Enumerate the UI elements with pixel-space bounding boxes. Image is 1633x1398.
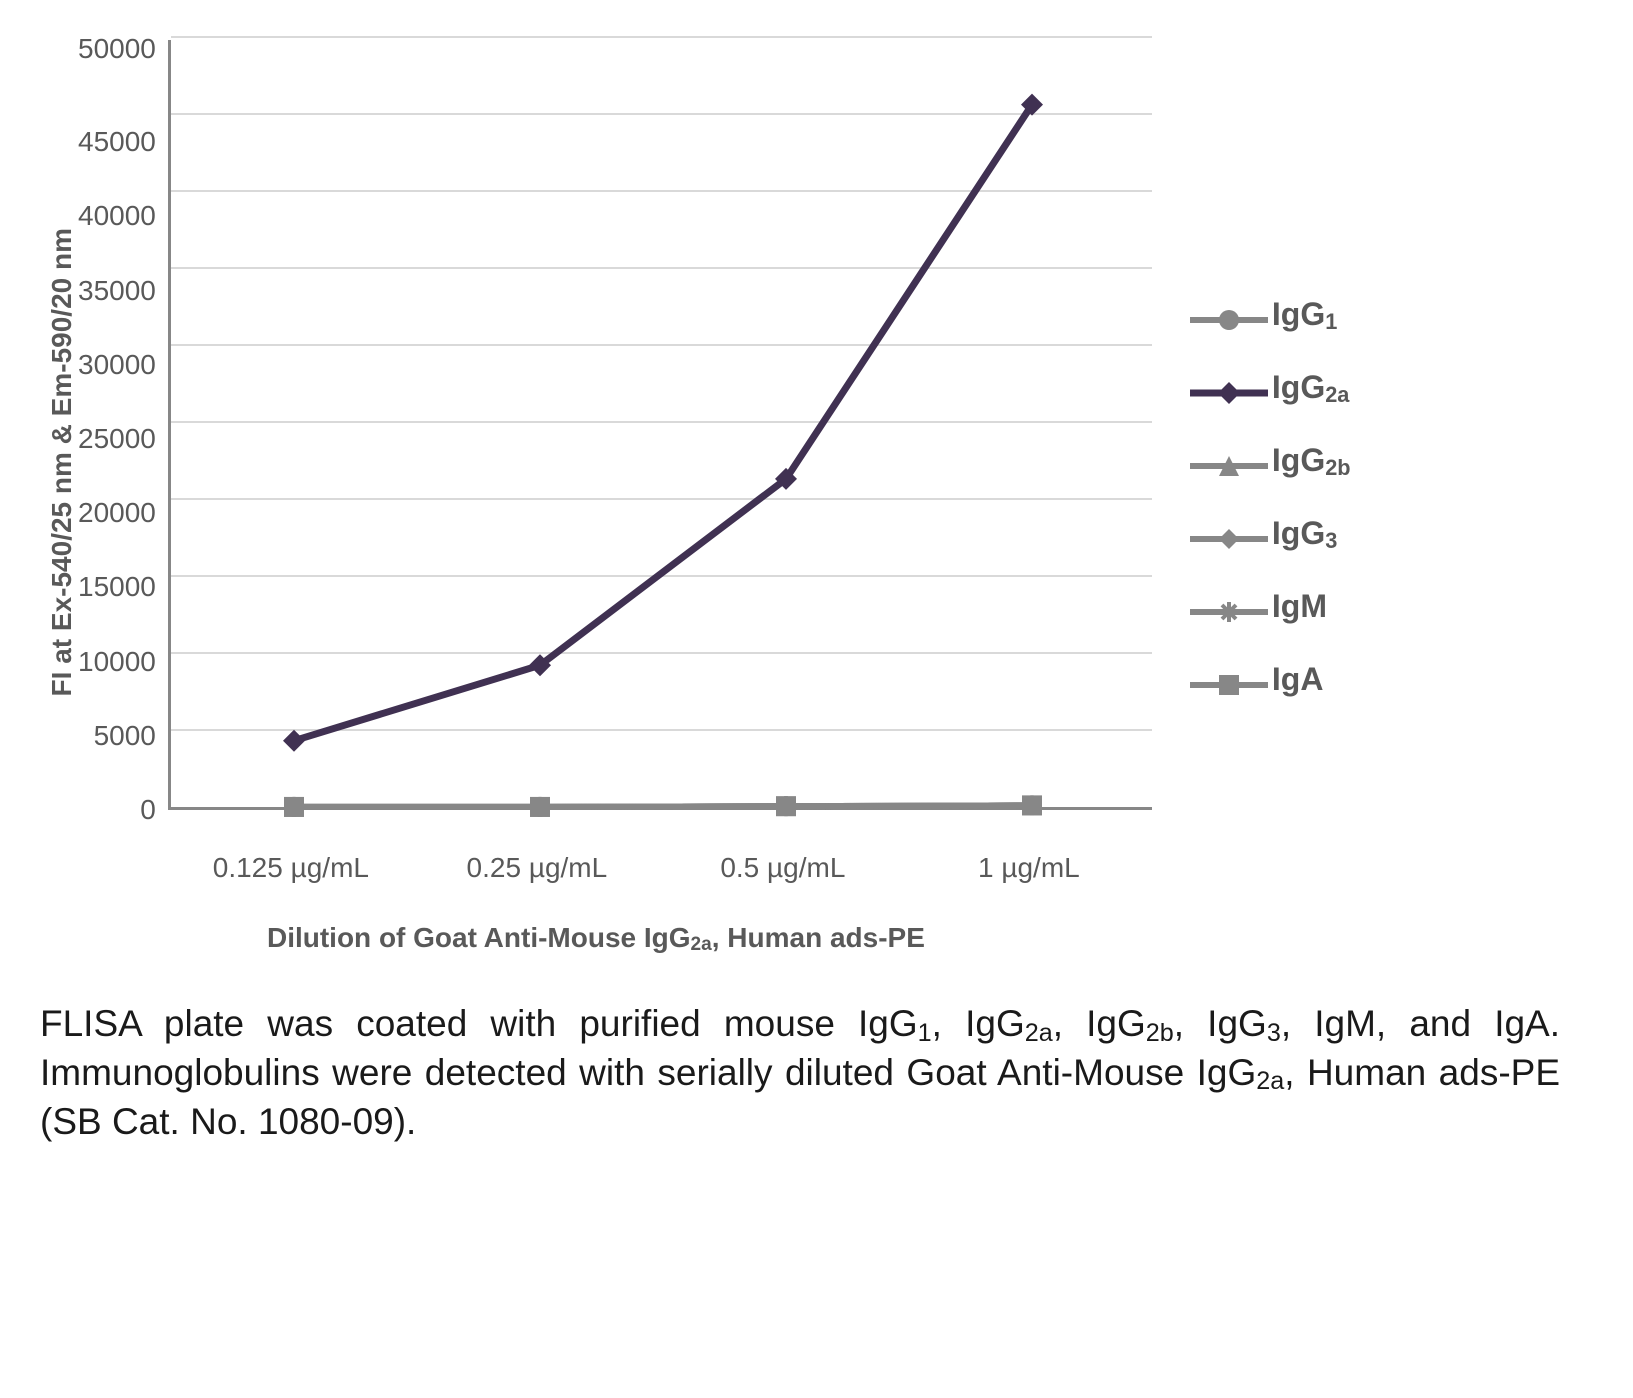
x-axis-ticks: 0.125 µg/mL0.25 µg/mL0.5 µg/mL1 µg/mL xyxy=(168,810,1152,884)
y-axis-ticks: 5000045000400003500030000250002000015000… xyxy=(78,40,168,810)
caption: FLISA plate was coated with purified mou… xyxy=(40,954,1560,1146)
legend-item-IgA: IgA xyxy=(1190,661,1351,698)
y-tick: 35000 xyxy=(78,277,156,305)
x-tick: 0.25 µg/mL xyxy=(414,852,660,884)
series-line-IgG2a xyxy=(294,105,1032,741)
legend-label: IgG2b xyxy=(1272,442,1351,479)
series-line-IgA xyxy=(294,805,1032,807)
legend-item-IgG2a: IgG2a xyxy=(1190,369,1351,406)
legend-label: IgM xyxy=(1272,588,1327,625)
y-tick: 40000 xyxy=(78,202,156,230)
y-tick: 50000 xyxy=(78,35,156,63)
legend: IgG1 IgG2a IgG2b IgG3 IgM IgA xyxy=(1182,296,1351,698)
x-tick: 0.5 µg/mL xyxy=(660,852,906,884)
gridline xyxy=(171,36,1152,38)
x-tick: 1 µg/mL xyxy=(906,852,1152,884)
legend-swatch xyxy=(1190,303,1268,327)
plot-row: 5000045000400003500030000250002000015000… xyxy=(78,40,1152,810)
y-axis-label: FI at Ex-540/25 nm & Em-590/20 nm xyxy=(40,228,78,696)
chart-main: FI at Ex-540/25 nm & Em-590/20 nm 5000 0 4… xyxy=(40,40,1152,884)
y-tick: 30000 xyxy=(78,351,156,379)
y-tick: 5000 xyxy=(94,722,156,750)
legend-label: IgG3 xyxy=(1272,515,1337,552)
figure: FI at Ex-540/25 nm & Em-590/20 nm 5000 0 4… xyxy=(40,40,1593,1146)
y-tick: 25000 xyxy=(78,425,156,453)
y-tick: 20000 xyxy=(78,499,156,527)
plot-area xyxy=(168,40,1152,810)
legend-label: IgG2a xyxy=(1272,369,1350,406)
x-tick: 0.125 µg/mL xyxy=(168,852,414,884)
y-tick: 0 xyxy=(140,796,156,824)
legend-swatch xyxy=(1190,668,1268,692)
legend-item-IgG2b: IgG2b xyxy=(1190,442,1351,479)
chart-row: FI at Ex-540/25 nm & Em-590/20 nm 5000 0 4… xyxy=(40,40,1593,954)
y-tick: 45000 xyxy=(78,128,156,156)
chart-block: FI at Ex-540/25 nm & Em-590/20 nm 5000 0 4… xyxy=(40,40,1152,954)
legend-item-IgG1: IgG1 xyxy=(1190,296,1351,333)
plot-and-x: 5000045000400003500030000250002000015000… xyxy=(78,40,1152,884)
legend-label: IgA xyxy=(1272,661,1324,698)
legend-swatch xyxy=(1190,449,1268,473)
legend-swatch xyxy=(1190,376,1268,400)
legend-label: IgG1 xyxy=(1272,296,1337,333)
legend-swatch xyxy=(1190,595,1268,619)
y-tick: 10000 xyxy=(78,648,156,676)
legend-item-IgG3: IgG3 xyxy=(1190,515,1351,552)
legend-item-IgM: IgM xyxy=(1190,588,1351,625)
legend-swatch xyxy=(1190,522,1268,546)
y-tick: 15000 xyxy=(78,573,156,601)
x-axis-label: Dilution of Goat Anti-Mouse IgG2a, Human… xyxy=(267,884,925,954)
